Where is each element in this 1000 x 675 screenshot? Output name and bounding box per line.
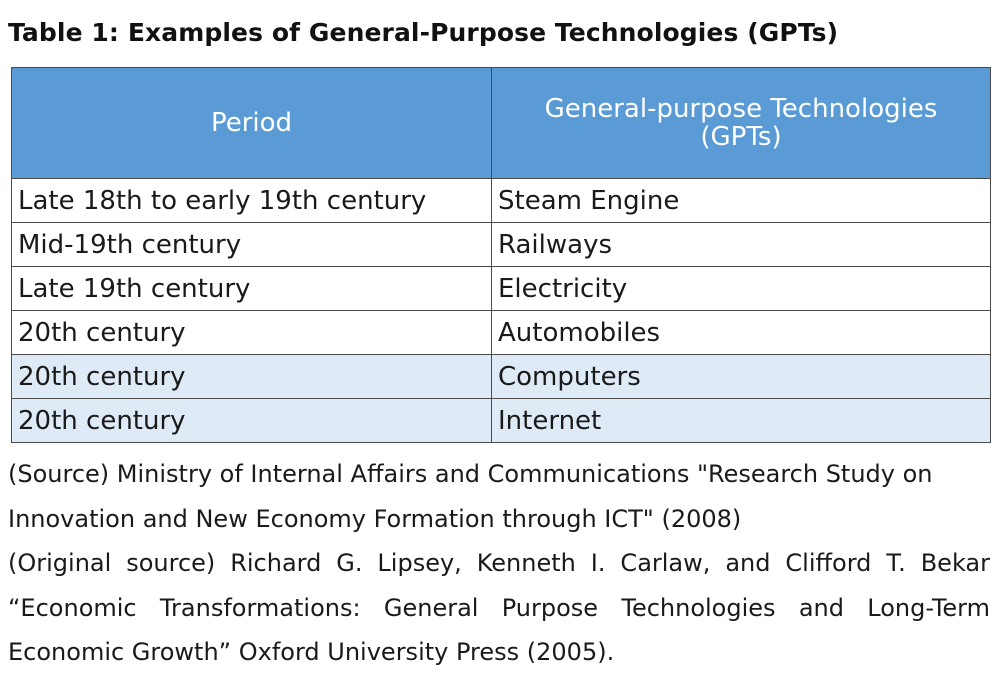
header-gpt-line1: General-purpose Technologies [544, 94, 938, 124]
table-row: 20th century Automobiles [11, 310, 991, 355]
table-row: 20th century Internet [11, 398, 991, 443]
cell-period: 20th century [11, 398, 492, 443]
table-title: Table 1: Examples of General-Purpose Tec… [8, 18, 839, 47]
cell-gpt: Railways [491, 222, 991, 267]
cell-gpt: Computers [491, 354, 991, 399]
cell-period: 20th century [11, 354, 492, 399]
cell-period: Late 19th century [11, 266, 492, 311]
cell-gpt: Electricity [491, 266, 991, 311]
cell-gpt: Automobiles [491, 310, 991, 355]
source-notes: (Source) Ministry of Internal Affairs an… [8, 452, 990, 675]
table-row: 20th century Computers [11, 354, 991, 399]
cell-gpt: Steam Engine [491, 178, 991, 223]
original-source-note: (Original source) Richard G. Lipsey, Ken… [8, 549, 990, 666]
table-header-row: Period General-purpose Technologies (GPT… [11, 67, 991, 179]
header-period: Period [11, 67, 492, 179]
header-gpt: General-purpose Technologies (GPTs) [491, 67, 991, 179]
cell-period: 20th century [11, 310, 492, 355]
gpt-table: Period General-purpose Technologies (GPT… [11, 67, 991, 443]
table-row: Mid-19th century Railways [11, 222, 991, 267]
table-row: Late 18th to early 19th century Steam En… [11, 178, 991, 223]
cell-period: Mid-19th century [11, 222, 492, 267]
cell-gpt: Internet [491, 398, 991, 443]
table-row: Late 19th century Electricity [11, 266, 991, 311]
source-note: (Source) Ministry of Internal Affairs an… [8, 460, 933, 533]
header-gpt-line2: (GPTs) [700, 122, 782, 152]
cell-period: Late 18th to early 19th century [11, 178, 492, 223]
